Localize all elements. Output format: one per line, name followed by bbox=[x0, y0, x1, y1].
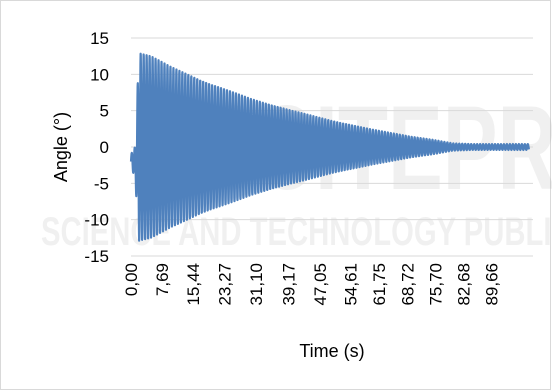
x-tick-label: 68,72 bbox=[398, 263, 417, 306]
series-layer bbox=[129, 52, 531, 242]
x-tick-label: 0,00 bbox=[122, 263, 141, 296]
y-tick-label: 15 bbox=[90, 29, 109, 48]
x-tick-label: 31,10 bbox=[247, 263, 266, 306]
y-tick-label: 0 bbox=[100, 138, 109, 157]
x-tick-label: 47,05 bbox=[311, 263, 330, 306]
x-tick-label: 39,17 bbox=[279, 263, 298, 306]
y-axis-title: Angle (°) bbox=[51, 112, 71, 182]
y-tick-label: -10 bbox=[84, 211, 109, 230]
x-tick-label: 75,70 bbox=[426, 263, 445, 306]
x-tick-label: 89,66 bbox=[482, 263, 501, 306]
y-tick-label: -15 bbox=[84, 247, 109, 266]
x-tick-label: 7,69 bbox=[153, 263, 172, 296]
watermark-tagline: SCIENCE AND TECHNOLOGY PUBLICATIONS bbox=[41, 210, 552, 254]
series-line bbox=[129, 52, 531, 242]
x-tick-label: 61,75 bbox=[370, 263, 389, 306]
x-tick-label: 82,68 bbox=[454, 263, 473, 306]
y-tick-label: -5 bbox=[94, 174, 109, 193]
y-tick-label: 5 bbox=[100, 102, 109, 121]
x-axis-ticks: 0,00 7,69 15,44 23,27 31,10 39,17 47,05 54,61 61… bbox=[122, 263, 501, 306]
y-axis-ticks: -15 -10 -5 0 5 10 15 bbox=[84, 29, 109, 266]
y-tick-label: 10 bbox=[90, 65, 109, 84]
x-tick-label: 23,27 bbox=[216, 263, 235, 306]
x-tick-label: 54,61 bbox=[342, 263, 361, 306]
x-axis-title: Time (s) bbox=[299, 341, 364, 361]
x-tick-label: 15,44 bbox=[184, 263, 203, 306]
